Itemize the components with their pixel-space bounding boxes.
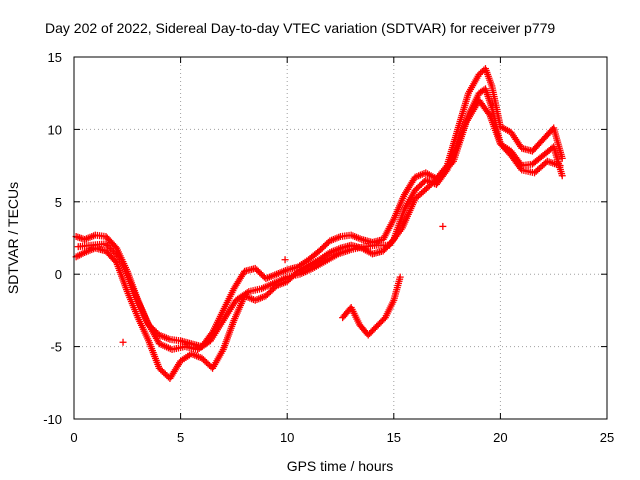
x-tick-label: 25 — [600, 430, 614, 445]
x-tick-label: 5 — [177, 430, 184, 445]
data-point — [435, 173, 443, 181]
data-point — [485, 109, 493, 117]
y-tick-label: -10 — [43, 412, 62, 427]
data-point — [103, 241, 111, 249]
data-point — [114, 253, 122, 261]
tick-layer: 0 5 10 15 20 25 -10 -5 0 5 10 15 — [43, 50, 614, 445]
plot-frame — [73, 56, 608, 420]
data-point — [558, 154, 566, 162]
data-point — [112, 251, 120, 259]
data-point — [448, 159, 456, 167]
chart-title: Day 202 of 2022, Sidereal Day-to-day VTE… — [45, 20, 555, 36]
data-point — [439, 222, 447, 230]
x-tick-label: 20 — [493, 430, 507, 445]
x-tick-label: 0 — [70, 430, 77, 445]
data-points-layer — [72, 65, 566, 382]
y-tick-label: 0 — [55, 267, 62, 282]
data-point — [558, 172, 566, 180]
data-point — [243, 289, 251, 297]
data-point — [102, 240, 110, 248]
y-tick-label: 15 — [48, 50, 62, 65]
data-point — [106, 245, 114, 253]
data-point — [105, 243, 113, 251]
x-tick-label: 10 — [280, 430, 294, 445]
data-point — [119, 338, 127, 346]
x-tick-label: 15 — [387, 430, 401, 445]
data-point — [115, 254, 123, 262]
data-point — [556, 162, 564, 170]
data-point — [111, 249, 119, 257]
y-tick-label: 5 — [55, 195, 62, 210]
data-point — [281, 256, 289, 264]
data-point — [109, 248, 117, 256]
y-tick-label: 10 — [48, 122, 62, 137]
x-axis-label: GPS time / hours — [287, 458, 394, 474]
data-point — [396, 273, 404, 281]
y-tick-label: -5 — [50, 340, 62, 355]
data-point — [108, 246, 116, 254]
y-axis-label: SDTVAR / TECUs — [5, 182, 21, 294]
